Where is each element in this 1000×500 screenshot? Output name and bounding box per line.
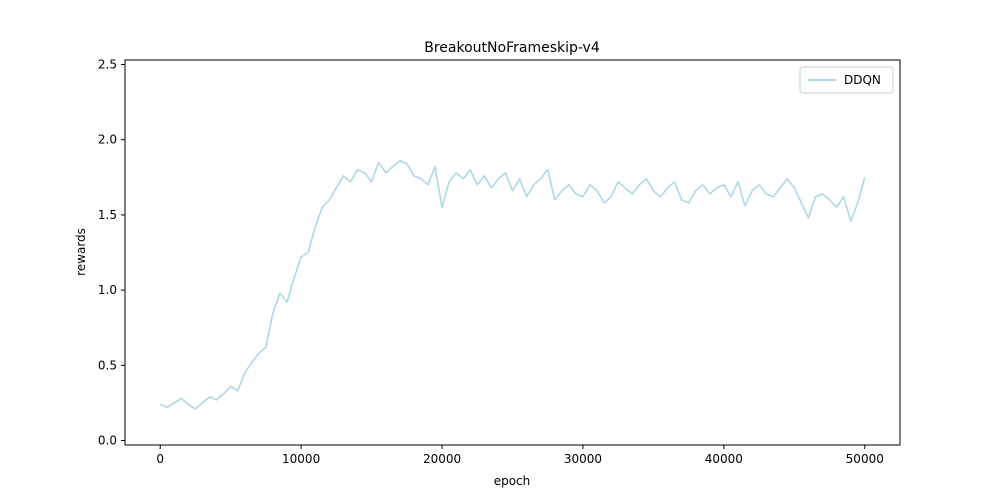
y-tick-label: 0.5	[98, 358, 117, 372]
x-tick-label: 30000	[564, 452, 602, 466]
x-tick-label: 20000	[423, 452, 461, 466]
y-tick-label: 2.0	[98, 133, 117, 147]
x-axis: 0 10000 20000 30000 40000 50000	[156, 445, 884, 466]
x-tick-label: 0	[156, 452, 164, 466]
x-tick-label: 10000	[282, 452, 320, 466]
y-tick-label: 2.5	[98, 58, 117, 72]
chart-title: BreakoutNoFrameskip-v4	[424, 40, 600, 56]
x-axis-label: epoch	[494, 474, 531, 488]
plot-frame	[124, 59, 901, 446]
series-layer	[159, 159, 866, 410]
legend: DDQN	[799, 66, 894, 94]
y-axis-label: rewards	[74, 228, 88, 276]
legend-label: DDQN	[844, 73, 881, 87]
series-line-ddqn	[159, 159, 866, 410]
x-tick-label: 50000	[846, 452, 884, 466]
y-axis: 0.0 0.5 1.0 1.5 2.0 2.5	[98, 58, 125, 447]
y-tick-label: 0.0	[98, 433, 117, 447]
x-tick-label: 40000	[705, 452, 743, 466]
y-tick-label: 1.0	[98, 283, 117, 297]
y-tick-label: 1.5	[98, 208, 117, 222]
legend-box	[799, 66, 894, 94]
